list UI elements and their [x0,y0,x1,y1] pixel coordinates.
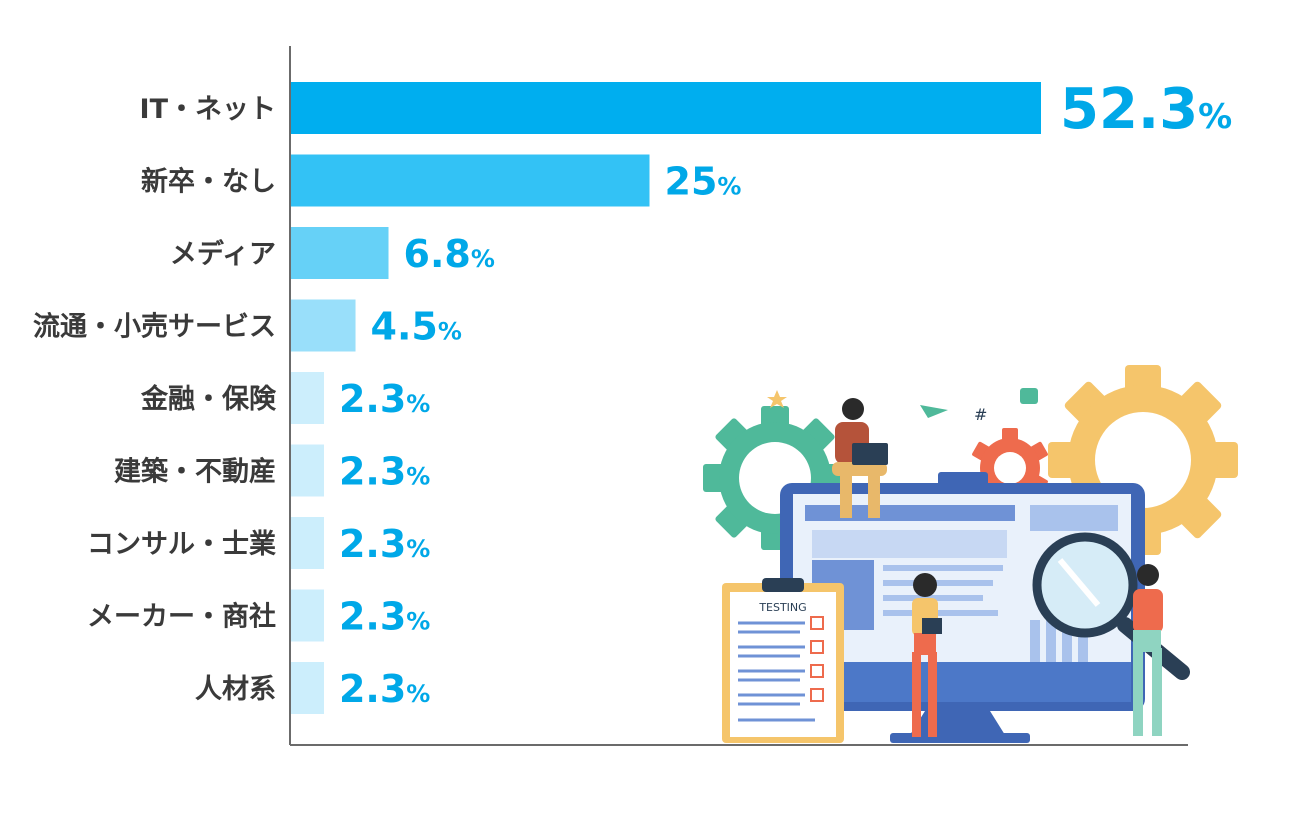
category-label-2: メディア [170,238,276,270]
testing-illustration: TESTING [703,365,1238,743]
thumbs-up-icon [1020,388,1038,404]
category-label-8: 人材系 [195,674,276,705]
category-label-6: コンサル・士業 [87,529,276,560]
magnifier-icon [1032,532,1190,680]
category-label-7: メーカー・商社 [87,601,276,633]
bar-6 [291,517,324,569]
bars-group [291,82,1041,714]
bar-3 [291,299,356,352]
value-label-5: 2.3% [339,450,430,494]
value-label-2: 6.8% [404,232,495,276]
man-with-magnifier [1133,564,1163,736]
category-label-4: 金融・保険 [140,383,277,415]
person-with-laptop [832,398,888,518]
testing-clipboard: TESTING [722,578,844,743]
paper-plane-icon [920,405,948,418]
bar-7 [291,589,324,642]
clipboard-title: TESTING [758,601,806,614]
bar-1 [291,154,650,207]
bar-4 [291,372,324,424]
category-label-0: IT・ネット [140,94,276,125]
category-labels-group: IT・ネット新卒・なしメディア流通・小売サービス金融・保険建築・不動産コンサル・… [33,94,277,705]
star-icon [767,390,787,408]
value-label-1: 25% [665,160,742,204]
hash-icon: # [974,405,987,424]
bar-8 [291,662,324,714]
value-label-7: 2.3% [339,595,430,639]
value-label-3: 4.5% [371,305,462,349]
value-label-6: 2.3% [339,522,430,566]
bar-2 [291,227,389,279]
category-label-3: 流通・小売サービス [33,312,276,343]
category-label-1: 新卒・なし [141,166,276,198]
category-label-5: 建築・不動産 [114,456,276,488]
value-label-0: 52.3% [1060,77,1232,142]
value-label-4: 2.3% [339,377,430,421]
value-label-8: 2.3% [339,667,430,711]
bar-5 [291,444,324,497]
monitor-icon [780,472,1145,743]
bar-0 [291,82,1041,134]
woman-with-tablet [912,573,942,737]
